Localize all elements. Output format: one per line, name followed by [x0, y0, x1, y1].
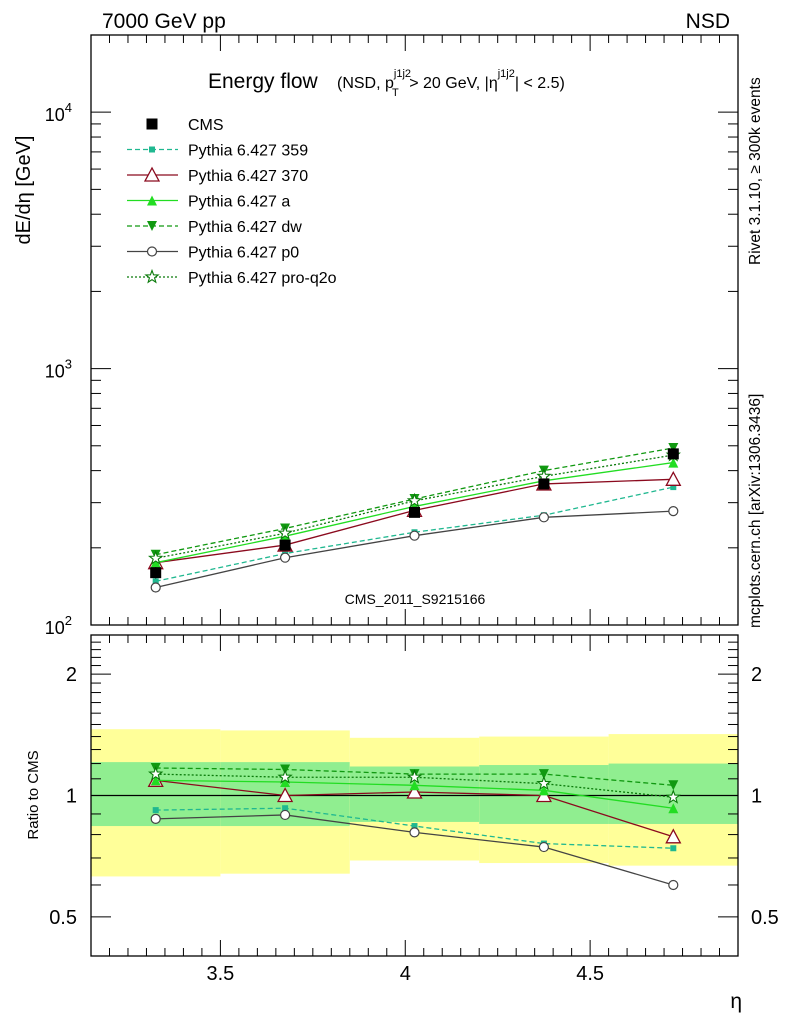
ratio-ylabel: Ratio to CMS [25, 750, 42, 839]
square-marker [152, 807, 159, 814]
star-marker [536, 775, 552, 791]
triangle-marker [277, 787, 294, 803]
triangle-down-marker [668, 780, 679, 791]
cms-marker [150, 567, 162, 579]
square-marker [411, 823, 418, 830]
circle-marker [146, 246, 158, 257]
star-marker [406, 492, 423, 508]
header-energy-label: 7000 GeV pp [102, 10, 226, 33]
rivet-version-label: Rivet 3.1.10, ≥ 300k events [747, 77, 764, 265]
legend-label-p370: Pythia 6.427 370 [188, 168, 308, 185]
triangle-down-marker [147, 221, 157, 231]
star-marker [144, 268, 160, 284]
ratio-y-tick-label: 1 [751, 786, 762, 808]
series-line-p359 [155, 486, 674, 582]
mcplots-reference-label: mcplots.cern.ch [arXiv:1306.3436] [747, 394, 764, 628]
ratio-series [147, 762, 682, 891]
ratio-panel: 0.5 0.5 1 1 2 2 3.5 4 4.5 [49, 634, 779, 985]
triangle-marker [406, 783, 423, 799]
x-tick-label: 4 [400, 963, 411, 985]
star-marker [148, 765, 164, 781]
y-tick-label: 102 [45, 613, 72, 638]
square-marker [670, 484, 677, 491]
circle-marker [668, 506, 679, 517]
square-marker [282, 805, 289, 812]
main-title: Energy flow [208, 70, 319, 93]
triangle-marker [668, 803, 679, 814]
square-marker [152, 578, 159, 585]
main-ylabel: dE/dη [GeV] [13, 136, 35, 245]
y-tick-label: 104 [45, 100, 72, 125]
ratio-y-tick-label: 0.5 [751, 907, 779, 929]
circle-marker [280, 552, 291, 563]
circle-marker [538, 841, 550, 853]
analysis-watermark: CMS_2011_S9215166 [345, 591, 486, 607]
triangle-marker [409, 780, 420, 791]
star-marker [277, 769, 293, 784]
star-marker [665, 789, 681, 804]
triangle-down-marker [538, 769, 549, 780]
triangle-marker [143, 166, 161, 182]
ratio-y-tick-label: 1 [66, 786, 77, 808]
cms-marker [146, 118, 158, 130]
square-marker [149, 146, 155, 153]
circle-marker [538, 512, 550, 523]
circle-marker [150, 582, 161, 593]
header-process-label: NSD [686, 10, 730, 33]
triangle-marker [668, 457, 679, 468]
ratio-y-tick-label: 0.5 [49, 907, 77, 929]
circle-marker [280, 809, 291, 821]
star-marker [148, 550, 164, 565]
legend-label-p359: Pythia 6.427 359 [188, 143, 308, 160]
main-frame [90, 34, 739, 626]
ratio-y-tick-label: 2 [751, 664, 762, 686]
triangle-marker [665, 470, 682, 486]
square-marker [670, 845, 677, 852]
x-tick-label: 4.5 [576, 963, 604, 985]
x-axis-label: η [730, 990, 742, 1013]
triangle-marker [150, 775, 161, 786]
circle-marker [409, 827, 420, 838]
legend: CMS Pythia 6.427 359 Pythia 6.427 370 Pythi… [127, 117, 337, 287]
star-marker [406, 769, 423, 784]
triangle-marker [147, 195, 157, 206]
triangle-marker [538, 785, 549, 796]
main-series [147, 443, 682, 593]
legend-label-pa: Pythia 6.427 a [188, 194, 290, 211]
main-subtitle: (NSD, pj1j2 T > 20 GeV, |ηj1j2| < 2.5) [337, 68, 565, 99]
cms-marker [667, 448, 679, 460]
legend-label-pp0: Pythia 6.427 p0 [188, 245, 299, 262]
series-line-p370 [155, 478, 674, 564]
ratio-y-tick-label: 2 [66, 664, 77, 686]
series-line-pp0 [155, 510, 674, 589]
cms-marker [279, 539, 291, 551]
main-panel: Energy flow (NSD, pj1j2 T > 20 GeV, |ηj1j… [45, 34, 739, 638]
star-marker [277, 525, 293, 540]
triangle-marker [280, 777, 291, 788]
circle-marker [409, 530, 420, 541]
cms-marker [538, 478, 550, 490]
y-tick-label: 103 [45, 357, 72, 382]
legend-label-pq2o: Pythia 6.427 pro-q2o [188, 270, 337, 287]
circle-marker [668, 879, 679, 891]
main-ticks: 102 103 104 [45, 34, 739, 638]
cms-marker [409, 506, 420, 518]
triangle-marker [665, 828, 682, 844]
ratio-bands [91, 729, 738, 877]
legend-label-pdw: Pythia 6.427 dw [188, 219, 302, 236]
x-tick-label: 3.5 [206, 963, 234, 985]
triangle-marker [150, 557, 161, 568]
circle-marker [150, 813, 161, 824]
ratio-ticks: 0.5 0.5 1 1 2 2 3.5 4 4.5 [49, 634, 779, 985]
legend-label-cms: CMS [188, 117, 224, 134]
